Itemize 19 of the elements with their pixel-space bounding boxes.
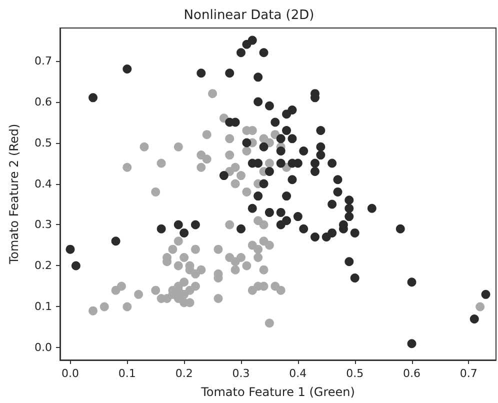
y-tick-label: 0.7 [34, 54, 52, 68]
y-tick-label: 0.5 [34, 136, 52, 150]
x-tick-label: 0.5 [346, 367, 364, 380]
y-tick-label: 0.6 [34, 95, 52, 108]
x-axis-title: Tomato Feature 1 (Green) [200, 385, 355, 399]
x-tick-label: 0.4 [289, 367, 307, 380]
y-tick-label: 0.1 [34, 300, 52, 314]
x-tick-label: 0.6 [403, 367, 421, 380]
x-tick-label: 0.0 [61, 367, 79, 380]
y-tick-label: 0.3 [34, 218, 52, 232]
y-tick-label: 0.2 [34, 259, 52, 272]
chart-title: Nonlinear Data (2D) [184, 8, 314, 23]
y-axis-title: Tomato Feature 2 (Red) [7, 124, 21, 266]
x-tick-label: 0.7 [460, 367, 478, 380]
y-tick-label: 0.0 [34, 341, 52, 354]
x-tick-label: 0.1 [118, 367, 136, 380]
x-tick-label: 0.3 [232, 367, 250, 380]
y-tick-label: 0.4 [34, 177, 52, 190]
x-tick-label: 0.2 [175, 367, 193, 380]
